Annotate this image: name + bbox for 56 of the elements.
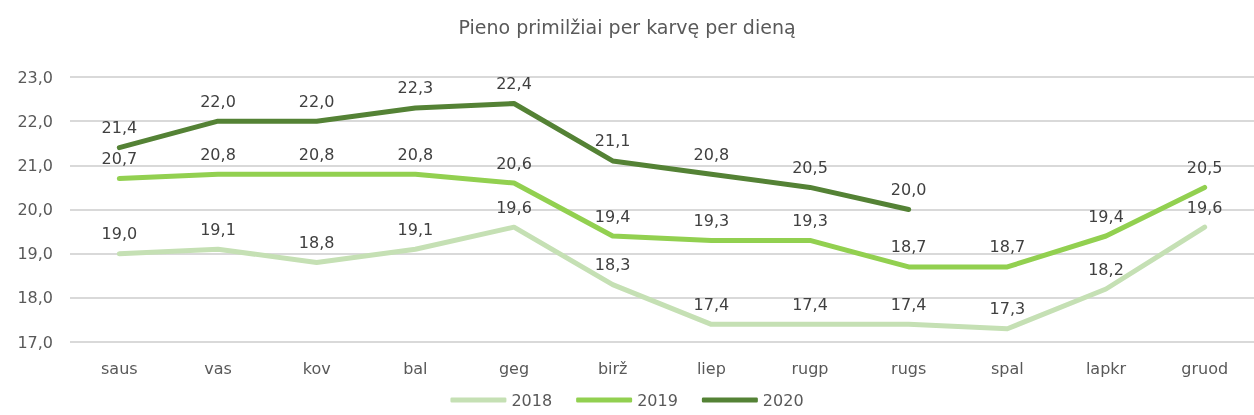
y-tick-label: 18,0 [17,288,53,308]
data-label: 20,6 [496,153,532,173]
x-tick-label: rugs [891,358,927,378]
y-tick-label: 19,0 [17,244,53,264]
data-label: 17,4 [693,294,730,314]
data-label: 18,2 [1088,259,1124,279]
data-label: 19,3 [792,210,828,230]
data-label: 19,6 [1186,197,1223,217]
data-label: 19,3 [693,210,730,230]
y-tick-label: 21,0 [17,155,53,175]
x-tick-label: birž [597,358,628,378]
data-label: 20,0 [890,180,927,199]
x-tick-label: kov [302,358,331,378]
legend-label: 2019 [637,390,678,410]
data-label: 17,4 [890,294,927,314]
data-label: 22,4 [496,74,532,93]
x-tick-label: bal [403,358,428,378]
data-label: 20,8 [397,144,434,164]
legend-label: 2018 [511,390,553,410]
data-label: 20,5 [792,157,828,177]
data-label: 20,8 [298,144,335,164]
legend-label: 2020 [762,390,804,410]
data-label: 22,0 [298,91,335,111]
data-label: 17,3 [989,299,1026,319]
data-label: 17,4 [792,294,828,314]
x-tick-label: gruod [1181,358,1229,378]
data-label: 20,8 [693,144,730,164]
data-label: 20,8 [200,144,236,164]
data-label: 18,7 [989,237,1026,257]
data-label: 19,1 [397,219,434,239]
x-tick-label: vas [204,358,232,378]
chart-title: Pieno primilžiai per karvę per dieną [458,15,796,38]
x-tick-label: geg [498,358,530,378]
data-label: 22,0 [200,91,236,111]
data-label: 21,4 [101,118,138,138]
data-label: 18,8 [298,233,335,252]
y-tick-label: 22,0 [17,111,53,131]
x-tick-label: liep [696,358,726,378]
data-label: 19,0 [101,224,138,244]
data-label: 19,4 [594,206,631,226]
y-tick-label: 17,0 [17,332,53,352]
data-label: 18,3 [594,255,631,275]
data-label: 19,6 [496,197,532,217]
data-label: 19,4 [1088,206,1124,226]
x-tick-label: spal [990,358,1024,378]
data-label: 19,1 [200,219,236,239]
data-label: 22,3 [397,78,434,98]
x-tick-label: rugp [791,358,829,378]
data-label: 18,7 [890,237,927,257]
data-label: 20,7 [101,149,138,169]
data-label: 21,1 [594,131,631,151]
x-tick-label: saus [101,358,138,378]
y-tick-label: 20,0 [17,200,53,219]
data-label: 20,5 [1186,157,1223,177]
x-tick-label: lapkr [1085,358,1127,378]
y-tick-label: 23,0 [17,67,53,87]
